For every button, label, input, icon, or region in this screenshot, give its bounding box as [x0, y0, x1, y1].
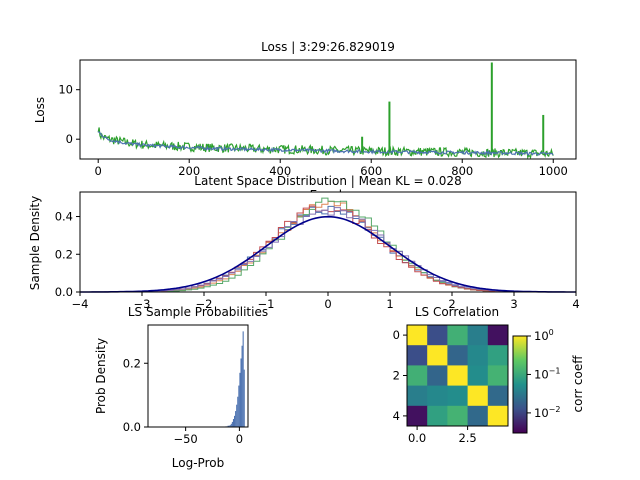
probs-bar	[240, 358, 242, 427]
loss-ticks: 0 200 400 600 800 1000 0 10	[58, 83, 568, 178]
latent-xtick-label: −1	[258, 297, 275, 311]
colorbar-tick-label: 10−1	[534, 366, 560, 381]
probs-title: LS Sample Probabilities	[128, 305, 268, 319]
corr-panel: 0.0 2.5 0 2 4 LS Correlation 100 10−1 10−2 cor…	[393, 305, 585, 445]
probs-ticks: −50 0 0.0 0.2	[123, 356, 243, 446]
probs-bar	[229, 425, 231, 427]
loss-xtick-label: 200	[178, 164, 200, 178]
corr-cell	[427, 325, 448, 346]
loss-ylabel: Loss	[33, 97, 47, 123]
probs-bar	[241, 345, 243, 427]
latent-xtick-label: 0	[324, 297, 331, 311]
corr-cell	[487, 325, 509, 346]
loss-title: Loss | 3:29:26.829019	[261, 40, 395, 54]
corr-ytick-label: 0	[393, 328, 400, 342]
probs-ytick-label: 0.2	[123, 356, 141, 370]
loss-xtick-label: 600	[360, 164, 382, 178]
loss-frame	[79, 59, 577, 160]
loss-plot-area	[97, 62, 554, 160]
loss-ytick-label: 10	[58, 83, 73, 97]
latent-xtick-label: −4	[72, 297, 89, 311]
latent-xtick-label: 3	[510, 297, 517, 311]
probs-plot-area	[225, 331, 245, 427]
corr-cell	[407, 325, 428, 346]
corr-cell	[487, 365, 509, 386]
probs-bar	[231, 421, 233, 427]
probs-bar	[236, 404, 238, 427]
corr-cell	[487, 405, 509, 427]
latent-ticks: −4 −3 −2 −1 0 1 2 3 4 0.0 0.2 0.4	[55, 210, 580, 311]
corr-cell	[447, 345, 468, 366]
colorbar-ticks: 100 10−1 10−2	[527, 328, 560, 420]
probs-bar	[242, 331, 244, 427]
latent-ytick-label: 0.4	[55, 210, 73, 224]
probs-bar	[227, 425, 230, 427]
corr-ticks: 0.0 2.5 0 2 4	[393, 328, 477, 445]
corr-ytick-label: 2	[393, 369, 400, 383]
corr-cell	[467, 385, 489, 407]
latent-ytick-label: 0.2	[55, 247, 73, 261]
probs-ytick-label: 0.0	[123, 420, 141, 434]
probs-bar	[239, 372, 241, 427]
corr-cell	[427, 345, 448, 366]
loss-xtick-label: 800	[451, 164, 473, 178]
probs-xtick-label: 0	[236, 432, 243, 446]
colorbar	[512, 335, 528, 434]
corr-cell	[467, 365, 489, 386]
corr-cell	[467, 325, 489, 346]
probs-bar	[234, 415, 236, 427]
corr-heatmap	[407, 325, 509, 427]
probs-bar	[230, 423, 232, 427]
corr-cell	[447, 325, 468, 346]
colorbar-label: corr coeff	[571, 355, 585, 413]
latent-ylabel: Sample Density	[28, 196, 42, 290]
latent-xtick-label: −2	[196, 297, 213, 311]
latent-xtick-label: 4	[572, 297, 579, 311]
corr-cell	[487, 345, 509, 366]
corr-cell	[407, 365, 428, 386]
probs-bar	[235, 411, 237, 427]
corr-title: LS Correlation	[415, 305, 499, 319]
corr-cell	[427, 365, 448, 386]
corr-cell	[427, 385, 448, 407]
corr-cell	[487, 385, 509, 407]
corr-cell	[447, 385, 468, 407]
probs-bar	[243, 369, 245, 427]
latent-xtick-label: −3	[134, 297, 151, 311]
latent-ytick-label: 0.0	[55, 285, 73, 299]
corr-xtick-label: 0.0	[408, 431, 426, 445]
probs-xlabel: Log-Prob	[172, 456, 224, 470]
corr-cell	[467, 345, 489, 366]
corr-cell	[467, 405, 489, 427]
colorbar-tick-label: 100	[534, 328, 554, 343]
loss-series-line	[97, 131, 554, 157]
colorbar-tick-label: 10−2	[534, 405, 560, 420]
latent-xtick-label: 2	[448, 297, 455, 311]
latent-xtick-label: 1	[386, 297, 393, 311]
loss-ytick-label: 0	[66, 132, 73, 146]
latent-title: Latent Space Distribution | Mean KL = 0.…	[194, 174, 461, 188]
corr-cell	[447, 365, 468, 386]
corr-cell	[407, 385, 428, 407]
probs-frame	[147, 324, 249, 428]
corr-cell	[407, 345, 428, 366]
latent-reference-curve	[80, 215, 576, 293]
probs-bar	[237, 396, 239, 427]
probs-bar	[232, 419, 235, 427]
corr-cell	[447, 405, 468, 427]
corr-ytick-label: 4	[393, 409, 400, 423]
latent-panel: −4 −3 −2 −1 0 1 2 3 4 0.0 0.2 0.4 Latent Space Dist…	[28, 174, 580, 311]
loss-xtick-label: 1000	[539, 164, 568, 178]
probs-bar	[238, 385, 240, 427]
corr-cell	[427, 405, 448, 427]
corr-xtick-label: 2.5	[458, 431, 476, 445]
probs-xtick-label: −50	[173, 432, 197, 446]
probs-panel: −50 0 0.0 0.2 LS Sample Probabilities Prob …	[94, 305, 268, 470]
loss-xtick-label: 0	[95, 164, 102, 178]
corr-cell	[407, 405, 428, 427]
probs-ylabel: Prob Density	[94, 338, 108, 414]
latent-plot-area	[80, 197, 576, 293]
loss-xtick-label: 400	[269, 164, 291, 178]
